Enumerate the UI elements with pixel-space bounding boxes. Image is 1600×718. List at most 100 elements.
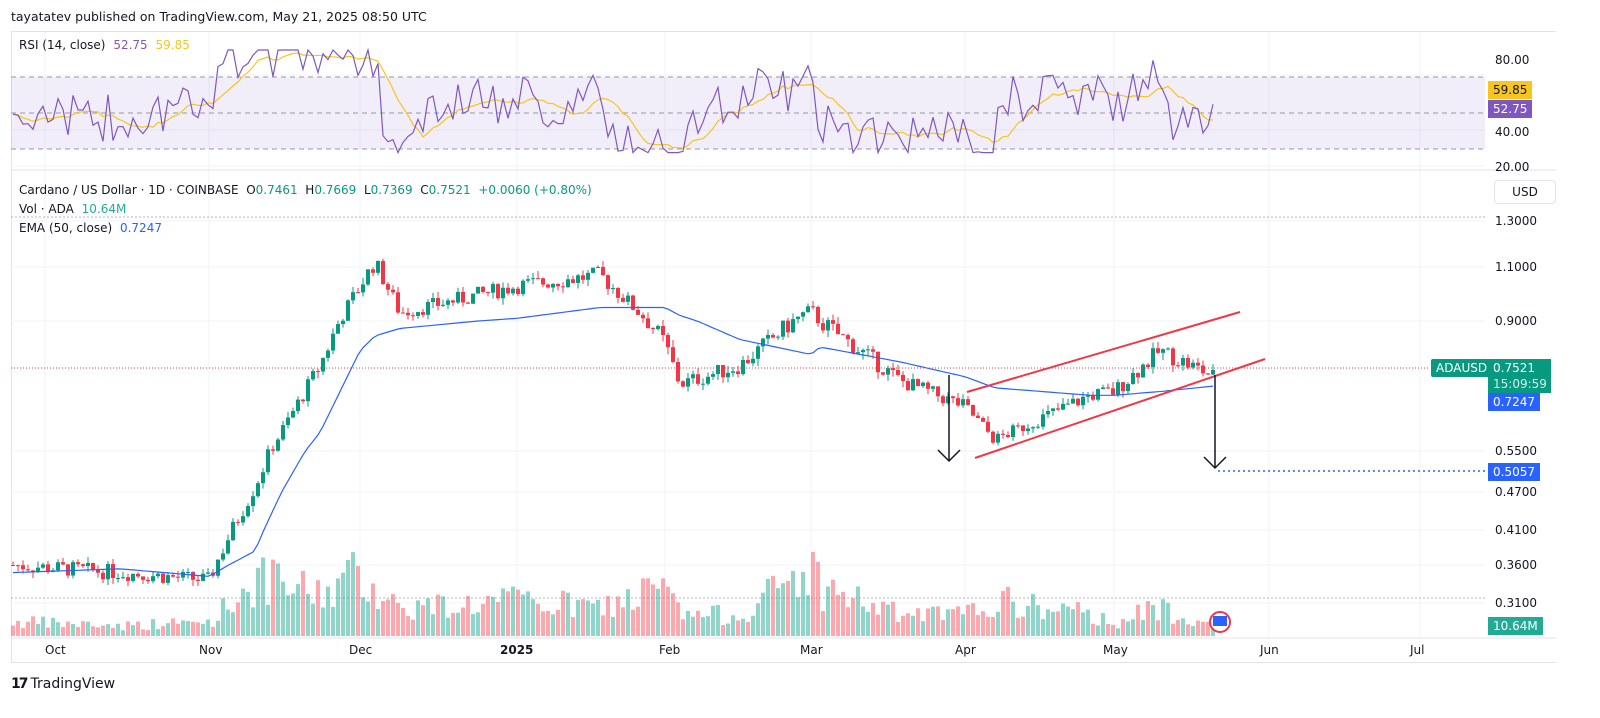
symbol-legend[interactable]: Cardano / US Dollar · 1D · COINBASE O0.7… [19, 181, 592, 238]
candle-body [1146, 364, 1150, 368]
candle-body [66, 564, 70, 576]
volume-bar [851, 598, 855, 636]
candle-body [1091, 395, 1095, 400]
candle-body [806, 306, 810, 313]
candle-body [591, 267, 595, 273]
low-value: 0.7369 [370, 183, 413, 197]
candle-body [976, 415, 980, 418]
volume-bar [81, 621, 85, 636]
rsi-value-tag: 52.75 [1488, 100, 1533, 118]
candle-body [221, 553, 225, 560]
volume-bar [371, 583, 375, 636]
volume-bar [171, 618, 175, 636]
volume-bar [701, 617, 705, 636]
candle-body [496, 284, 500, 299]
published-caption: tayatatev published on TradingView.com, … [11, 9, 427, 24]
volume-bar [576, 599, 580, 636]
candle-body [161, 573, 165, 583]
volume-bar [1201, 621, 1205, 636]
time-label-mar: Mar [800, 643, 823, 657]
rsi-axis-label: 80.00 [1495, 53, 1529, 67]
candle-body [1106, 387, 1110, 389]
candle-body [391, 289, 395, 293]
candle-body [166, 575, 170, 583]
channel-upper-line [966, 311, 1241, 393]
volume-bar [206, 619, 210, 636]
volume-bar [51, 617, 55, 636]
candle-body [1126, 383, 1130, 392]
volume-bar [546, 610, 550, 636]
candle-body [776, 336, 780, 338]
volume-bar [191, 621, 195, 636]
candle-body [151, 576, 155, 582]
candle-body [121, 577, 125, 579]
volume-bar [46, 627, 50, 636]
candle-body [921, 382, 925, 387]
candle-body [476, 286, 480, 294]
candle-body [546, 284, 550, 288]
volume-bar [686, 610, 690, 636]
volume-bar [651, 584, 655, 636]
time-label-jun: Jun [1260, 643, 1279, 657]
rsi-legend[interactable]: RSI (14, close) 52.75 59.85 [19, 38, 190, 52]
candle-body [461, 291, 465, 303]
volume-bar [126, 621, 130, 636]
volume-bar [866, 611, 870, 636]
currency-button[interactable]: USD [1494, 180, 1556, 204]
volume-bar [516, 589, 520, 636]
candle-body [281, 425, 285, 440]
volume-label: Vol · ADA [19, 202, 74, 216]
volume-bar [1171, 623, 1175, 636]
volume-bar [226, 609, 230, 636]
chart-frame [11, 31, 1556, 663]
candle-body [596, 266, 600, 268]
down-arrow-right-head [1203, 456, 1227, 470]
candle-body [646, 318, 650, 329]
volume-bar [1146, 601, 1150, 636]
volume-bar [901, 615, 905, 636]
candle-body [876, 351, 880, 373]
candle-body [311, 371, 315, 380]
volume-bar [811, 551, 815, 636]
candle-body [511, 288, 515, 294]
volume-bar [491, 596, 495, 636]
volume-bar [941, 619, 945, 636]
volume-bar [1126, 621, 1130, 636]
candle-body [811, 306, 815, 308]
volume-bar [16, 620, 20, 636]
volume-bar [396, 602, 400, 636]
candle-body [291, 411, 295, 418]
volume-bar [631, 609, 635, 636]
symbol-title: Cardano / US Dollar · 1D · COINBASE [19, 183, 239, 197]
candle-body [331, 333, 335, 351]
price-axis-label: 0.3600 [1495, 558, 1537, 572]
candle-body [916, 379, 920, 387]
volume-bar [61, 627, 65, 636]
candle-body [991, 431, 995, 443]
candle-body [171, 575, 175, 577]
volume-bar [731, 615, 735, 636]
volume-bar [301, 571, 305, 636]
candle-body [746, 359, 750, 364]
candle-body [1081, 396, 1085, 406]
candle-body [931, 386, 935, 389]
candle-body [1176, 365, 1180, 367]
candle-body [1151, 348, 1155, 368]
tradingview-logo[interactable]: 17 TradingView [11, 676, 115, 692]
candle-body [626, 295, 630, 302]
candle-body [551, 283, 555, 288]
change-value: +0.0060 (+0.80%) [478, 183, 592, 197]
volume-bar [806, 595, 810, 636]
candle-body [801, 312, 805, 317]
volume-bar [336, 578, 340, 636]
candle-body [1056, 408, 1060, 410]
volume-bar [871, 603, 875, 636]
volume-bar [616, 596, 620, 636]
candle-body [1191, 362, 1195, 368]
volume-bar [306, 594, 310, 636]
volume-bar [796, 597, 800, 636]
candle-body [891, 368, 895, 371]
volume-bar [181, 620, 185, 636]
candle-body [1046, 411, 1050, 415]
